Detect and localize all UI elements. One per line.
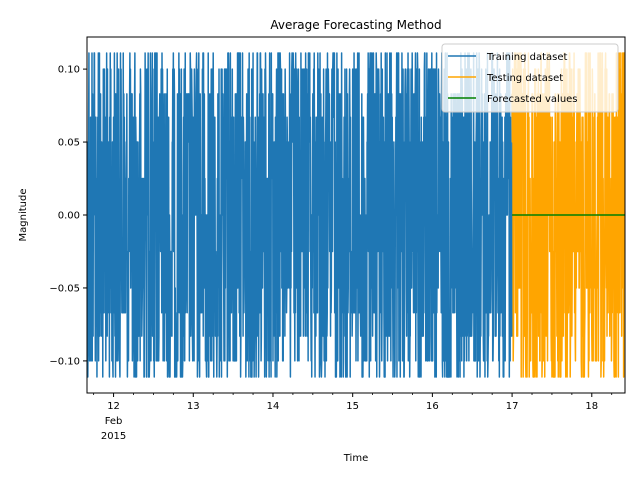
y-tick-label: 0.00 <box>58 211 80 222</box>
x-tick-label: 13 <box>187 401 200 412</box>
y-tick-label: −0.10 <box>49 356 80 367</box>
x-tick-label: 15 <box>346 401 359 412</box>
y-axis-label: Magnitude <box>18 189 29 242</box>
y-tick-label: 0.05 <box>58 138 80 149</box>
y-tick-label: 0.10 <box>58 65 80 76</box>
x-tick-label: 18 <box>585 401 598 412</box>
y-axis-ticks: 0.10 0.05 0.00 −0.05 −0.10 <box>49 65 87 367</box>
x-axis-ticks: 12 Feb 2015 13 14 15 16 17 18 <box>93 393 613 442</box>
legend: Training dataset Testing dataset Forecaste… <box>441 43 619 113</box>
x-tick-label: 16 <box>426 401 439 412</box>
x-tick-sublabel: 2015 <box>101 431 126 442</box>
chart-title: Average Forecasting Method <box>270 18 441 32</box>
y-tick-label: −0.05 <box>49 283 80 294</box>
x-tick-label: 17 <box>506 401 519 412</box>
x-tick-sublabel: Feb <box>105 416 123 427</box>
x-tick-label: 14 <box>267 401 280 412</box>
series-line-testing-dataset <box>511 52 625 378</box>
series-line-training-dataset <box>87 52 513 378</box>
x-tick-label: 12 <box>107 401 120 412</box>
series-layer <box>87 52 625 378</box>
legend-label: Forecasted values <box>487 94 578 105</box>
plot-area <box>87 52 625 378</box>
legend-box <box>441 43 619 113</box>
legend-label: Testing dataset <box>486 73 563 84</box>
x-axis-label: Time <box>343 453 368 464</box>
legend-label: Training dataset <box>486 52 568 63</box>
